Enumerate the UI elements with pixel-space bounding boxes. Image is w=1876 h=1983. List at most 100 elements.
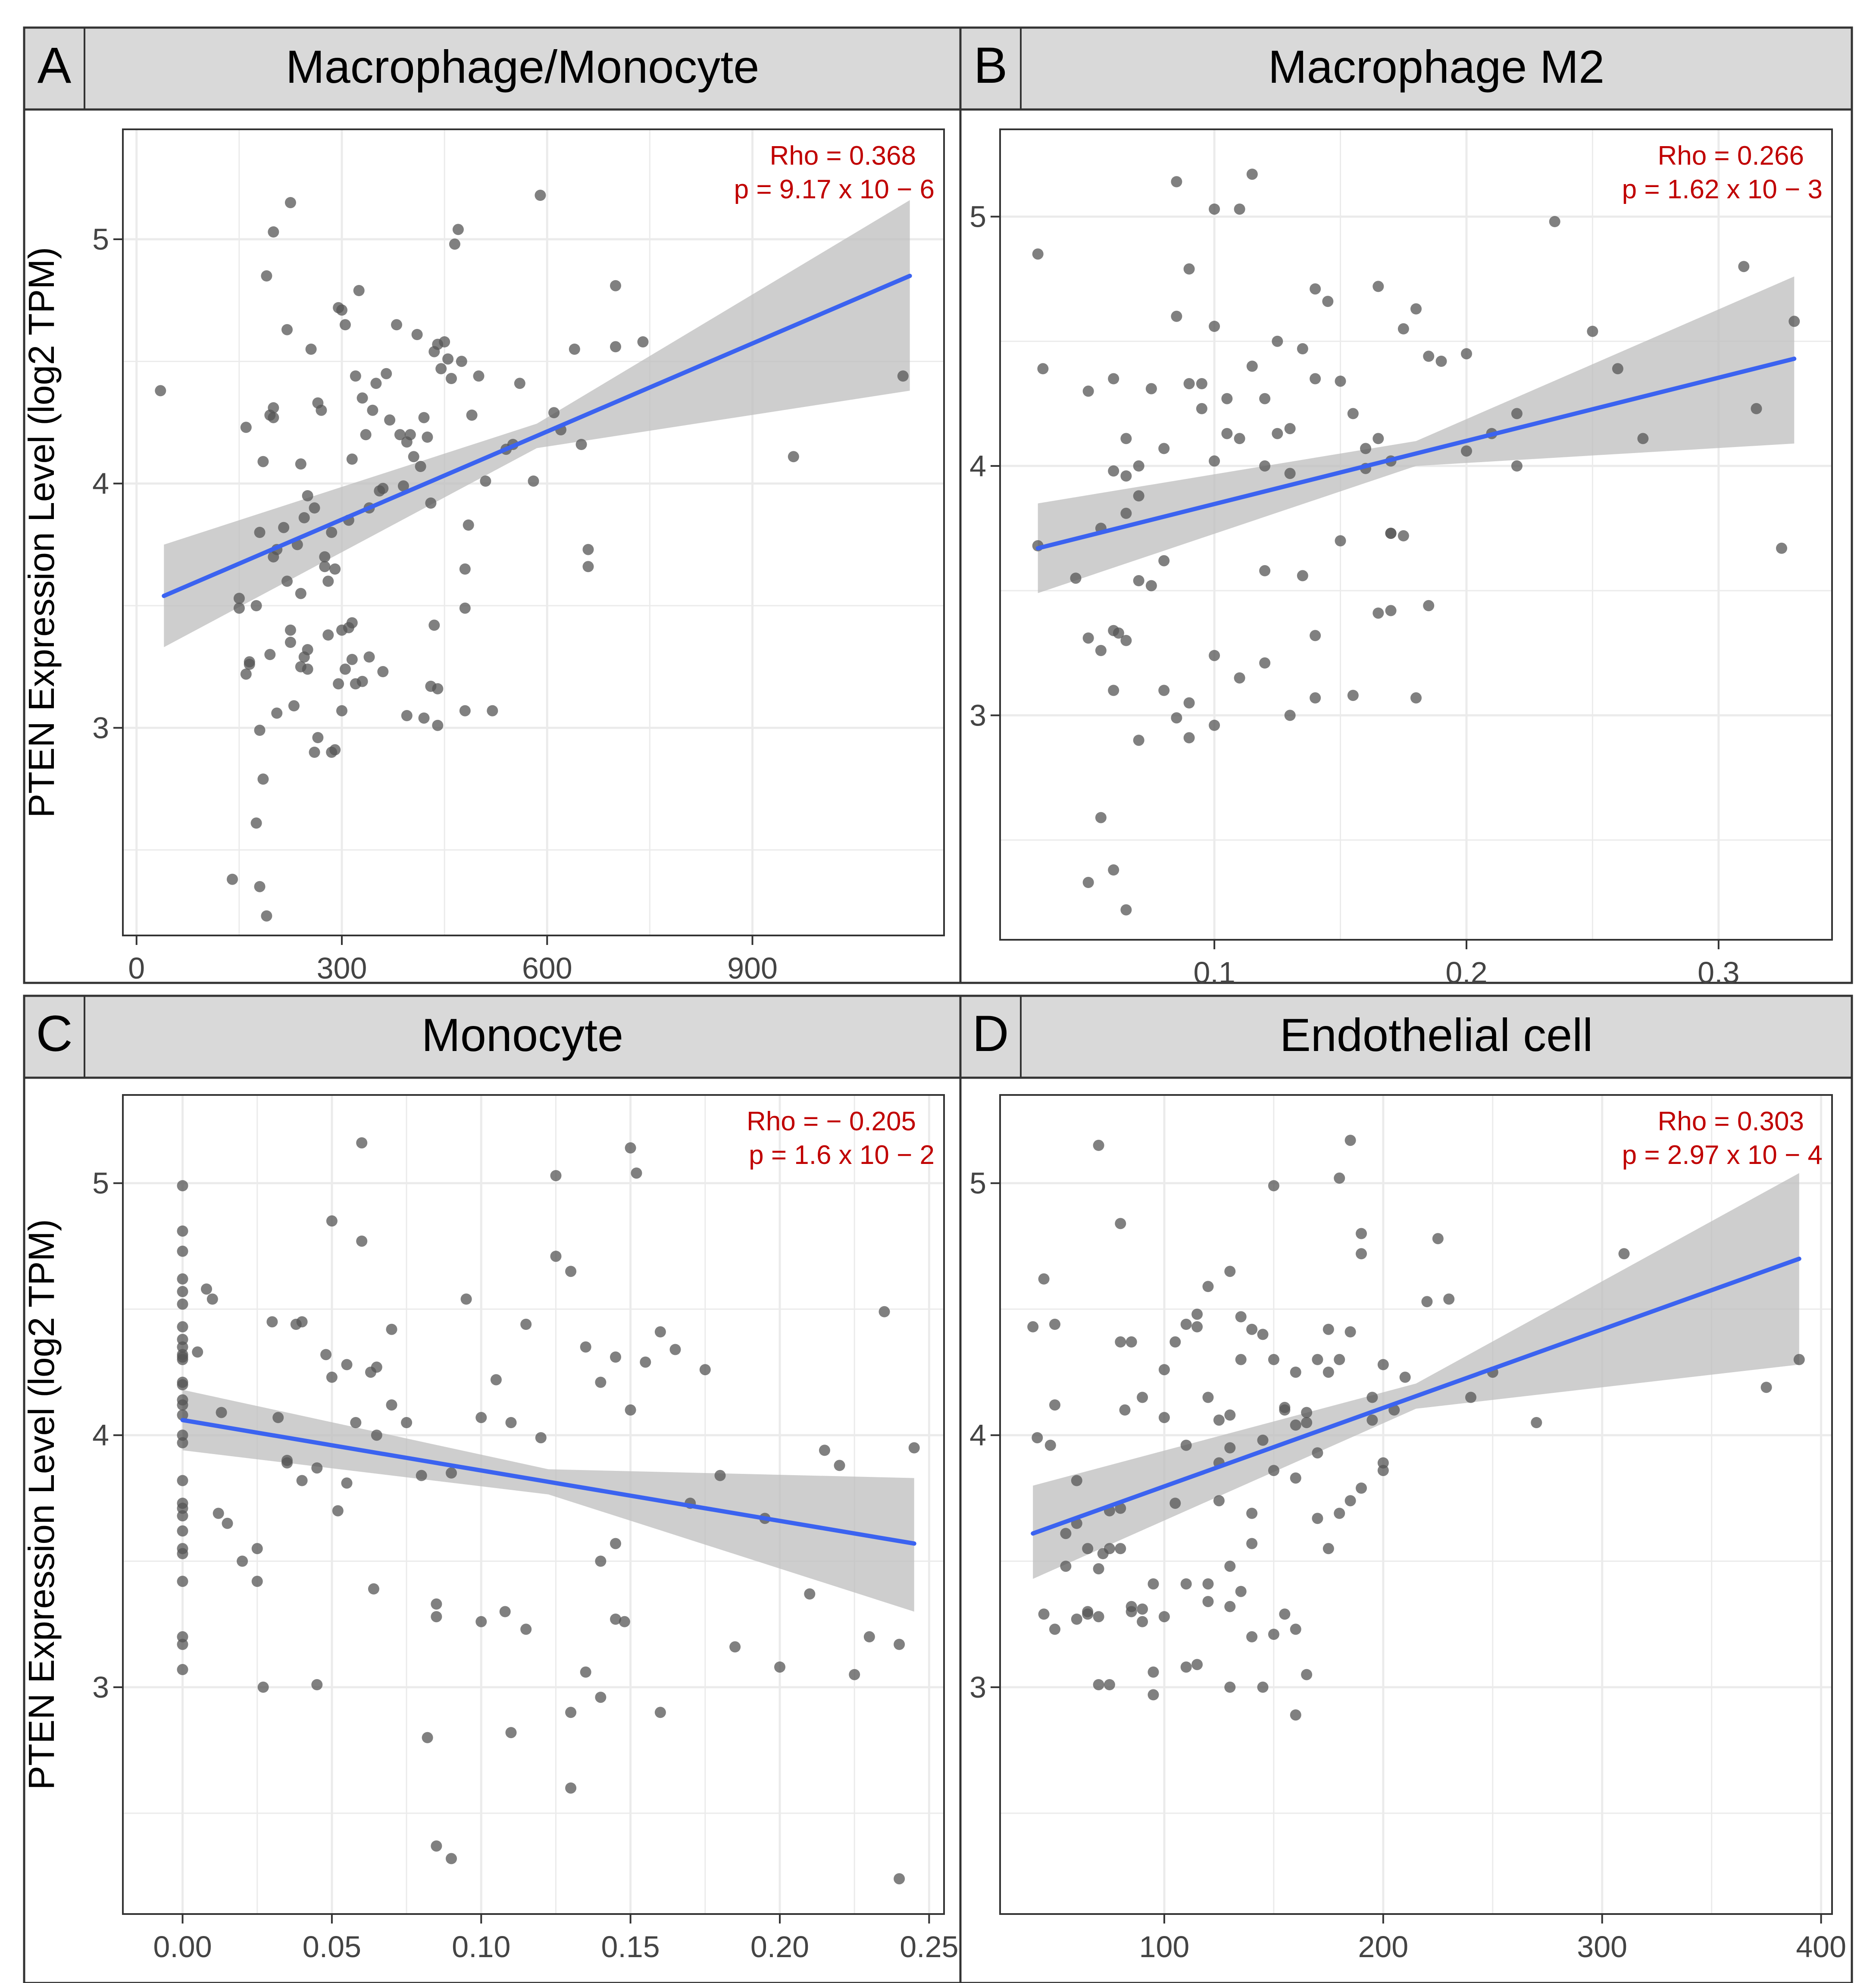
panel-a-point (514, 378, 525, 389)
panel-d-ci-band (1033, 1173, 1799, 1579)
panel-b-point (1347, 408, 1359, 419)
panel-c-point (386, 1399, 397, 1411)
panel-d-point (1235, 1586, 1247, 1597)
panel-d-x-tick-label: 300 (1577, 1930, 1627, 1964)
panel-a-point (439, 336, 450, 347)
panel-c-point (619, 1616, 630, 1627)
panel-d-point (1421, 1296, 1433, 1307)
panel-b-plot-border (999, 128, 1833, 941)
panel-d-point (1104, 1679, 1115, 1690)
panel-c-point (177, 1639, 188, 1650)
panel-c-point (177, 1409, 188, 1421)
panel-b-point (1423, 600, 1435, 611)
panel-d-point (1044, 1439, 1056, 1451)
panel-a-point (155, 385, 166, 397)
panel-b-point (1461, 445, 1472, 457)
panel-d-point (1443, 1293, 1455, 1305)
panel-c-point (237, 1555, 248, 1567)
panel-b-point (1310, 373, 1321, 385)
panel-a-point (353, 285, 365, 296)
panel-a-point (473, 370, 485, 382)
panel-d-point (1246, 1538, 1258, 1549)
panel-d-point (1224, 1409, 1236, 1421)
panel-d-point (1312, 1447, 1323, 1459)
panel-d-y-tick-label: 3 (969, 1670, 986, 1704)
panel-a-point (326, 527, 338, 538)
panel-c-point (368, 1583, 379, 1595)
panel-b-point (1297, 343, 1308, 354)
panel-d-point (1180, 1319, 1192, 1330)
panel-d-point (1202, 1578, 1214, 1590)
panel-a-point (401, 710, 413, 721)
panel-a-point (233, 593, 245, 604)
panel-c-point (849, 1669, 860, 1680)
panel-a-point (254, 881, 266, 892)
panel-d-point (1224, 1681, 1236, 1693)
panel-b-points (1032, 169, 1800, 916)
panel-d-point (1301, 1669, 1313, 1680)
panel-c-point (595, 1692, 607, 1703)
panel-b-point (1120, 635, 1132, 646)
panel-d-point (1224, 1442, 1236, 1454)
panel-b-point (1082, 877, 1094, 888)
panel-a-point (302, 663, 313, 675)
panel-a-point (356, 392, 368, 404)
panel-a-point (250, 817, 262, 829)
panel-b-point (1171, 310, 1182, 322)
panel-b-letter: B (974, 37, 1008, 94)
panel-c-point (222, 1517, 233, 1529)
panel-a-point (316, 404, 327, 416)
panel-d-x-tick-label: 100 (1139, 1930, 1190, 1964)
panel-b-point (1738, 261, 1750, 272)
panel-a-point (254, 527, 266, 538)
panel-c-y-tick-label: 5 (92, 1167, 109, 1200)
panel-d-point (1191, 1321, 1203, 1332)
panel-c-point (879, 1306, 890, 1317)
panel-d-point (1158, 1611, 1170, 1623)
panel-a-point (264, 649, 276, 660)
panel-d-point (1793, 1354, 1805, 1365)
panel-c-point (565, 1707, 577, 1718)
panel-c-point (422, 1732, 433, 1743)
panel-b-point (1398, 530, 1409, 541)
panel-b-title: Macrophage M2 (1268, 41, 1604, 93)
panel-d-point (1323, 1323, 1334, 1335)
panel-b-point (1158, 685, 1170, 696)
panel-a-point (281, 576, 293, 587)
panel-a-point (897, 370, 909, 382)
panel-d-point (1432, 1233, 1444, 1245)
panel-b-point (1435, 356, 1447, 367)
panel-a-point (449, 238, 460, 250)
panel-c-point (446, 1853, 457, 1864)
panel-c-point (177, 1548, 188, 1559)
panel-a-point (391, 319, 402, 331)
panel-b-point (1221, 428, 1233, 439)
panel-c-point (894, 1639, 905, 1650)
panel-a-point (582, 561, 594, 572)
panel-c-point (640, 1356, 651, 1368)
panel-c-x-tick-label: 0.10 (452, 1930, 510, 1964)
panel-d-frame (959, 1076, 1853, 1983)
panel-a-y-axis-label: PTEN Expression Level (log2 TPM) (21, 247, 62, 818)
panel-a-point (346, 617, 358, 629)
panel-b-y-tick-label: 3 (969, 698, 986, 732)
panel-a-point (346, 654, 358, 665)
panel-a-point (339, 663, 351, 675)
panel-b-point (1095, 812, 1107, 823)
panel-a-point (356, 676, 368, 687)
panel-c-point (535, 1432, 547, 1444)
panel-b-point (1284, 710, 1296, 721)
panel-b-point (1461, 348, 1472, 360)
panel-b-point (1335, 535, 1346, 547)
panel-c-x-tick-label: 0.20 (750, 1930, 809, 1964)
panel-b-point (1423, 350, 1435, 362)
panel-a-point (370, 378, 382, 389)
panel-b-point (1410, 303, 1422, 315)
panel-a-point (319, 561, 331, 572)
panel-a-x-tick-label: 900 (727, 951, 778, 985)
panel-a-point (336, 705, 347, 716)
panel-c-point (311, 1462, 323, 1474)
panel-a-point (425, 497, 437, 509)
panel-d-point (1224, 1266, 1236, 1277)
panel-a-point (377, 483, 389, 494)
